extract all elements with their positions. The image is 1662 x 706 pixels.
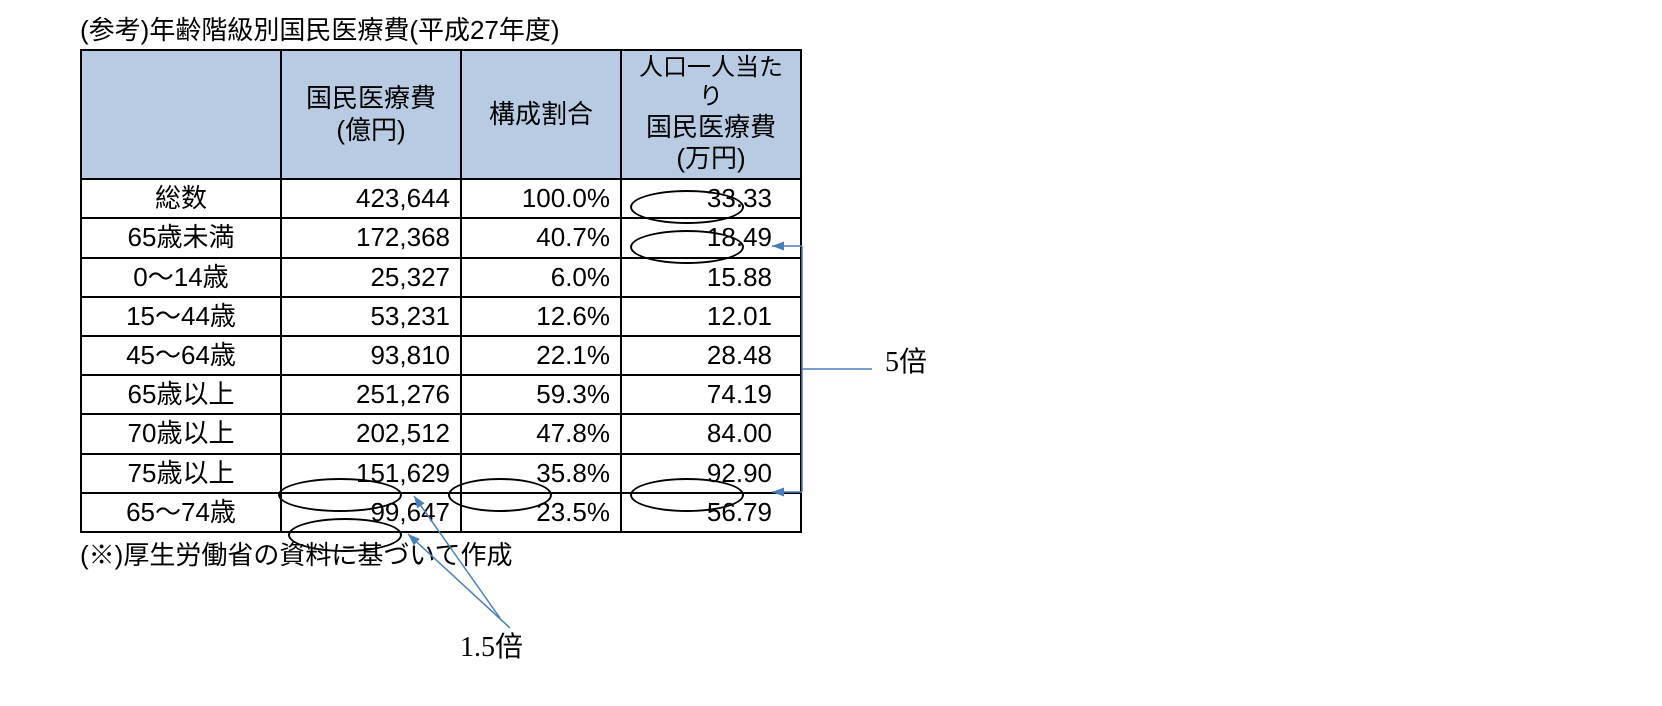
header-cost-l1: 国民医療費 [306, 83, 436, 113]
cell-label: 70歳以上 [81, 414, 281, 453]
cell-label: 65歳以上 [81, 375, 281, 414]
header-percap-l2: 国民医療費 [646, 112, 776, 142]
cell-percap: 56.79 [621, 493, 801, 532]
table-row: 45～64歳93,81022.1%28.48 [81, 336, 801, 375]
cell-share: 40.7% [461, 218, 621, 257]
cell-cost: 25,327 [281, 258, 461, 297]
cell-cost: 99,647 [281, 493, 461, 532]
cell-percap: 84.00 [621, 414, 801, 453]
source-footnote: (※)厚生労働省の資料に基づいて作成 [80, 535, 802, 572]
header-share: 構成割合 [461, 50, 621, 179]
cell-share: 23.5% [461, 493, 621, 532]
header-percap-l1: 人口一人当たり [639, 54, 783, 110]
cell-percap: 18.49 [621, 218, 801, 257]
header-percap: 人口一人当たり 国民医療費 (万円) [621, 50, 801, 179]
cell-label: 45～64歳 [81, 336, 281, 375]
cell-cost: 202,512 [281, 414, 461, 453]
cell-percap: 15.88 [621, 258, 801, 297]
cell-share: 12.6% [461, 297, 621, 336]
cell-percap: 12.01 [621, 297, 801, 336]
cell-percap: 74.19 [621, 375, 801, 414]
cell-cost: 251,276 [281, 375, 461, 414]
annotation-1-5x: 1.5倍 [460, 625, 523, 665]
table-row: 総数423,644100.0%33.33 [81, 179, 801, 218]
cell-share: 22.1% [461, 336, 621, 375]
cell-label: 75歳以上 [81, 454, 281, 493]
cell-label: 15～44歳 [81, 297, 281, 336]
table-row: 0～14歳25,3276.0%15.88 [81, 258, 801, 297]
cell-share: 100.0% [461, 179, 621, 218]
cell-label: 65～74歳 [81, 493, 281, 532]
cell-cost: 151,629 [281, 454, 461, 493]
cell-share: 47.8% [461, 414, 621, 453]
header-cost-l2: (億円) [336, 115, 405, 145]
cell-percap: 92.90 [621, 454, 801, 493]
cell-cost: 172,368 [281, 218, 461, 257]
header-share-label: 構成割合 [489, 99, 593, 129]
header-blank [81, 50, 281, 179]
table-row: 70歳以上202,51247.8%84.00 [81, 414, 801, 453]
cell-share: 6.0% [461, 258, 621, 297]
cell-label: 65歳未満 [81, 218, 281, 257]
table-row: 65歳以上251,27659.3%74.19 [81, 375, 801, 414]
table-row: 65～74歳99,64723.5%56.79 [81, 493, 801, 532]
cell-cost: 423,644 [281, 179, 461, 218]
cell-share: 59.3% [461, 375, 621, 414]
table-row: 75歳以上151,62935.8%92.90 [81, 454, 801, 493]
annotation-1-5x-num: 1.5 [460, 632, 495, 663]
cell-label: 総数 [81, 179, 281, 218]
cell-cost: 53,231 [281, 297, 461, 336]
table-row: 15～44歳53,23112.6%12.01 [81, 297, 801, 336]
annotation-1-5x-bai: 倍 [495, 632, 523, 663]
table-title: (参考)年齢階級別国民医療費(平成27年度) [80, 10, 802, 47]
cell-share: 35.8% [461, 454, 621, 493]
cell-label: 0～14歳 [81, 258, 281, 297]
annotation-5x-num: 5 [885, 347, 899, 378]
table-row: 65歳未満172,36840.7%18.49 [81, 218, 801, 257]
cell-cost: 93,810 [281, 336, 461, 375]
cell-percap: 33.33 [621, 179, 801, 218]
annotation-5x: 5倍 [885, 340, 927, 380]
medical-cost-table: 国民医療費 (億円) 構成割合 人口一人当たり 国民医療費 (万円) 総数423… [80, 49, 802, 533]
header-cost: 国民医療費 (億円) [281, 50, 461, 179]
header-percap-l3: (万円) [676, 143, 745, 173]
cell-percap: 28.48 [621, 336, 801, 375]
annotation-5x-bai: 倍 [899, 347, 927, 378]
